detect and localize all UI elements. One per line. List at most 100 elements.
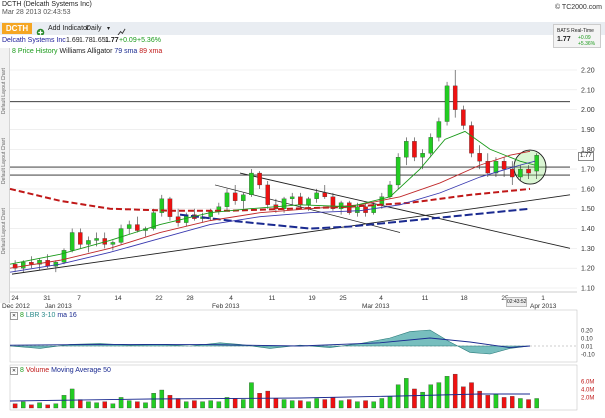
volume-bar (469, 382, 474, 409)
time-tick: 28 (186, 295, 194, 302)
price-tick: 2.10 (581, 87, 595, 94)
volume-bar (330, 397, 336, 409)
volume-bar (428, 384, 433, 409)
time-tick: 4 (379, 295, 383, 302)
month-tick: Mar 2013 (362, 303, 390, 310)
time-tick: 25 (501, 295, 509, 302)
time-tick: 14 (114, 295, 122, 302)
candle-body (298, 196, 303, 205)
candle-body (412, 141, 417, 158)
volume-bar (265, 390, 270, 409)
volume-bar (387, 396, 393, 409)
lbr-label[interactable]: LBR 3-10 (25, 312, 56, 319)
price-flag: 1.77 (578, 152, 594, 161)
time-badge: 02:43:52 (506, 297, 528, 307)
time-tick: 24 (11, 295, 19, 302)
time-tick: 31 (43, 295, 51, 302)
quote-open: 1.69 (66, 37, 80, 44)
volume-bar (509, 396, 515, 409)
volume-bar (241, 399, 246, 409)
lbr-close-icon[interactable]: ✕ (10, 312, 18, 320)
volume-bar (183, 401, 189, 409)
volume-bar (289, 400, 295, 409)
candle-body (232, 192, 238, 201)
candle-body (29, 262, 34, 265)
volume-bar (192, 400, 197, 409)
candle-body (461, 109, 466, 126)
volume-bar (420, 391, 425, 409)
candle-body (224, 192, 230, 207)
alligator-teeth (9, 130, 536, 265)
candle-body (12, 264, 18, 269)
realtime-change: +0.09 (578, 35, 591, 41)
realtime-box: BATS Real-Time 1.77 +0.09 +5.36% (553, 24, 601, 48)
candle-body (118, 228, 124, 243)
price-history-label[interactable]: Price History (17, 48, 58, 55)
time-tick: 4 (229, 295, 233, 302)
candle-body (78, 232, 83, 245)
quote-high: 1.78 (79, 37, 93, 44)
volume-bar (477, 390, 482, 409)
volume-bar (379, 398, 385, 409)
volume-legend: ✕ 8 Volume Moving Average 50 (10, 366, 111, 375)
time-tick: 18 (460, 295, 468, 302)
downtrend-line (239, 172, 571, 249)
volume-bar (249, 382, 254, 409)
candle-body (281, 198, 287, 209)
time-tick: 25 (339, 295, 347, 302)
sma-label[interactable]: 79 sma (114, 48, 138, 55)
volume-bar (94, 402, 99, 409)
chevron-down-icon[interactable]: ▾ (107, 26, 111, 32)
candle-body (436, 121, 442, 138)
quote-low: 1.65 (92, 37, 106, 44)
candle-body (469, 125, 474, 154)
candle-body (404, 141, 409, 158)
volume-ma-label[interactable]: Moving Average 50 (51, 367, 111, 374)
volume-panel: 6.0M 4.0M 2.0M (9, 364, 594, 411)
symbol-box[interactable]: DCTH (2, 23, 32, 34)
price-tick: 1.10 (581, 286, 595, 293)
volume-bar (493, 394, 499, 409)
volume-close-icon[interactable]: ✕ (10, 367, 18, 375)
volume-bar (61, 395, 67, 409)
candle-body (249, 172, 254, 196)
add-indicator-button[interactable]: Add Indicator (48, 25, 90, 32)
candle-body (86, 240, 91, 245)
alligator-label[interactable]: Williams Alligator (59, 48, 113, 55)
price-tick: 1.80 (581, 147, 595, 154)
highlight-circle (513, 149, 547, 185)
ticker-line: DCTH (Delcath Systems Inc) (2, 1, 92, 8)
xma-label[interactable]: 89 xma (139, 48, 163, 55)
volume-tick: 6.0M (581, 380, 594, 386)
volume-bar (404, 378, 409, 409)
volume-bar (363, 400, 368, 409)
month-tick: Apr 2013 (530, 303, 557, 310)
volume-bar (29, 404, 34, 409)
lbr-tick: -0.10 (581, 353, 595, 359)
candle-body (428, 137, 433, 154)
volume-bar (444, 376, 450, 409)
candle-body (257, 172, 262, 186)
candle-body (420, 153, 425, 158)
add-indicator-icon[interactable] (36, 24, 45, 42)
lbr-tick: 0.20 (581, 329, 593, 335)
volume-bar (461, 386, 466, 409)
candlesticks (12, 70, 539, 273)
candle-body (526, 168, 531, 174)
price-tick: 1.40 (581, 226, 595, 233)
price-panel-legend: 8 Price History Williams Alligator 79 sm… (12, 47, 162, 56)
time-tick: 1 (541, 295, 545, 302)
chart-style-icon[interactable] (117, 24, 126, 42)
lbr-legend: ✕ 8 LBR 3-10 ma 16 (10, 311, 77, 320)
lbr-ma-label[interactable]: ma 16 (57, 312, 77, 319)
realtime-label: BATS Real-Time (557, 28, 594, 34)
candle-body (159, 198, 165, 213)
timeframe-select[interactable]: Daily (86, 25, 102, 32)
volume-label[interactable]: Volume (25, 367, 50, 374)
volume-bar (37, 402, 42, 409)
volume-bar (281, 399, 287, 409)
panel-number: 8 (12, 48, 16, 55)
candle-body (306, 198, 311, 205)
time-tick: 22 (155, 295, 163, 302)
